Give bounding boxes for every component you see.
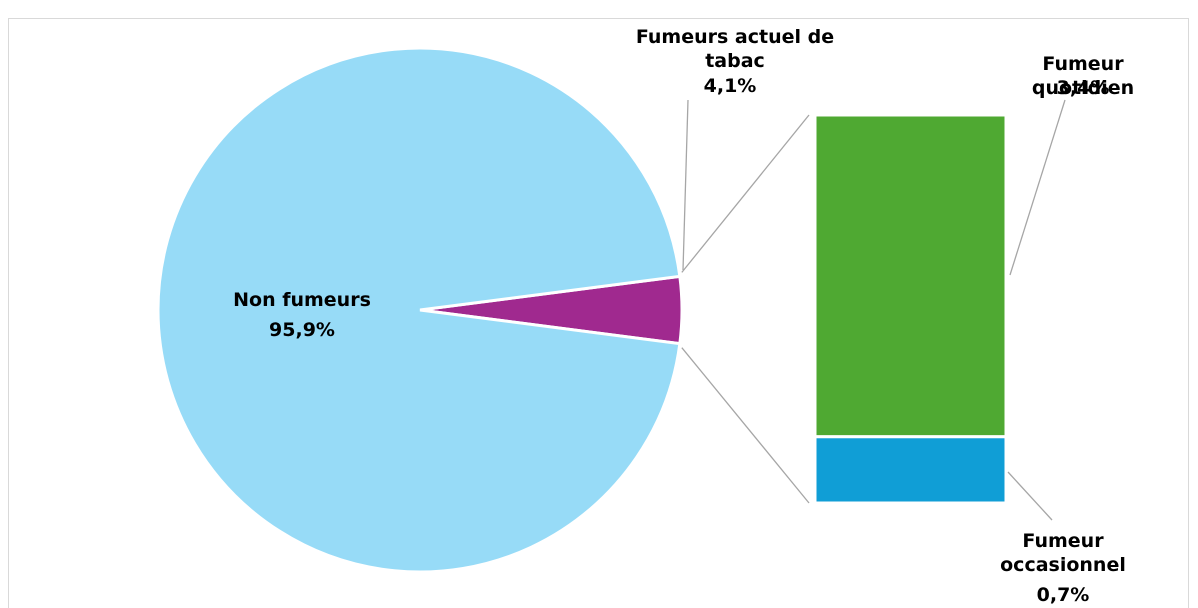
bar-segment xyxy=(813,435,1008,505)
pie-value-label: 4,1% xyxy=(703,75,757,97)
bar-value-label: 0,7% xyxy=(1036,584,1090,606)
leader-line xyxy=(682,99,689,271)
leader-line xyxy=(1007,471,1053,521)
pie-label: Fumeurs actuel de tabac xyxy=(635,26,835,72)
bar-label: Fumeur occasionnel xyxy=(1000,530,1126,576)
bar-segment xyxy=(813,113,1008,439)
pie-value-label: 95,9% xyxy=(269,319,335,341)
connector-line xyxy=(681,347,810,504)
connector-line xyxy=(681,114,810,273)
pie-slice xyxy=(156,46,682,574)
bar-label: Fumeur quotidien xyxy=(1031,53,1135,99)
pie-label: Non fumeurs xyxy=(233,289,371,311)
bar-value-label: 3,4% xyxy=(1056,77,1110,99)
leader-line xyxy=(1009,99,1066,276)
